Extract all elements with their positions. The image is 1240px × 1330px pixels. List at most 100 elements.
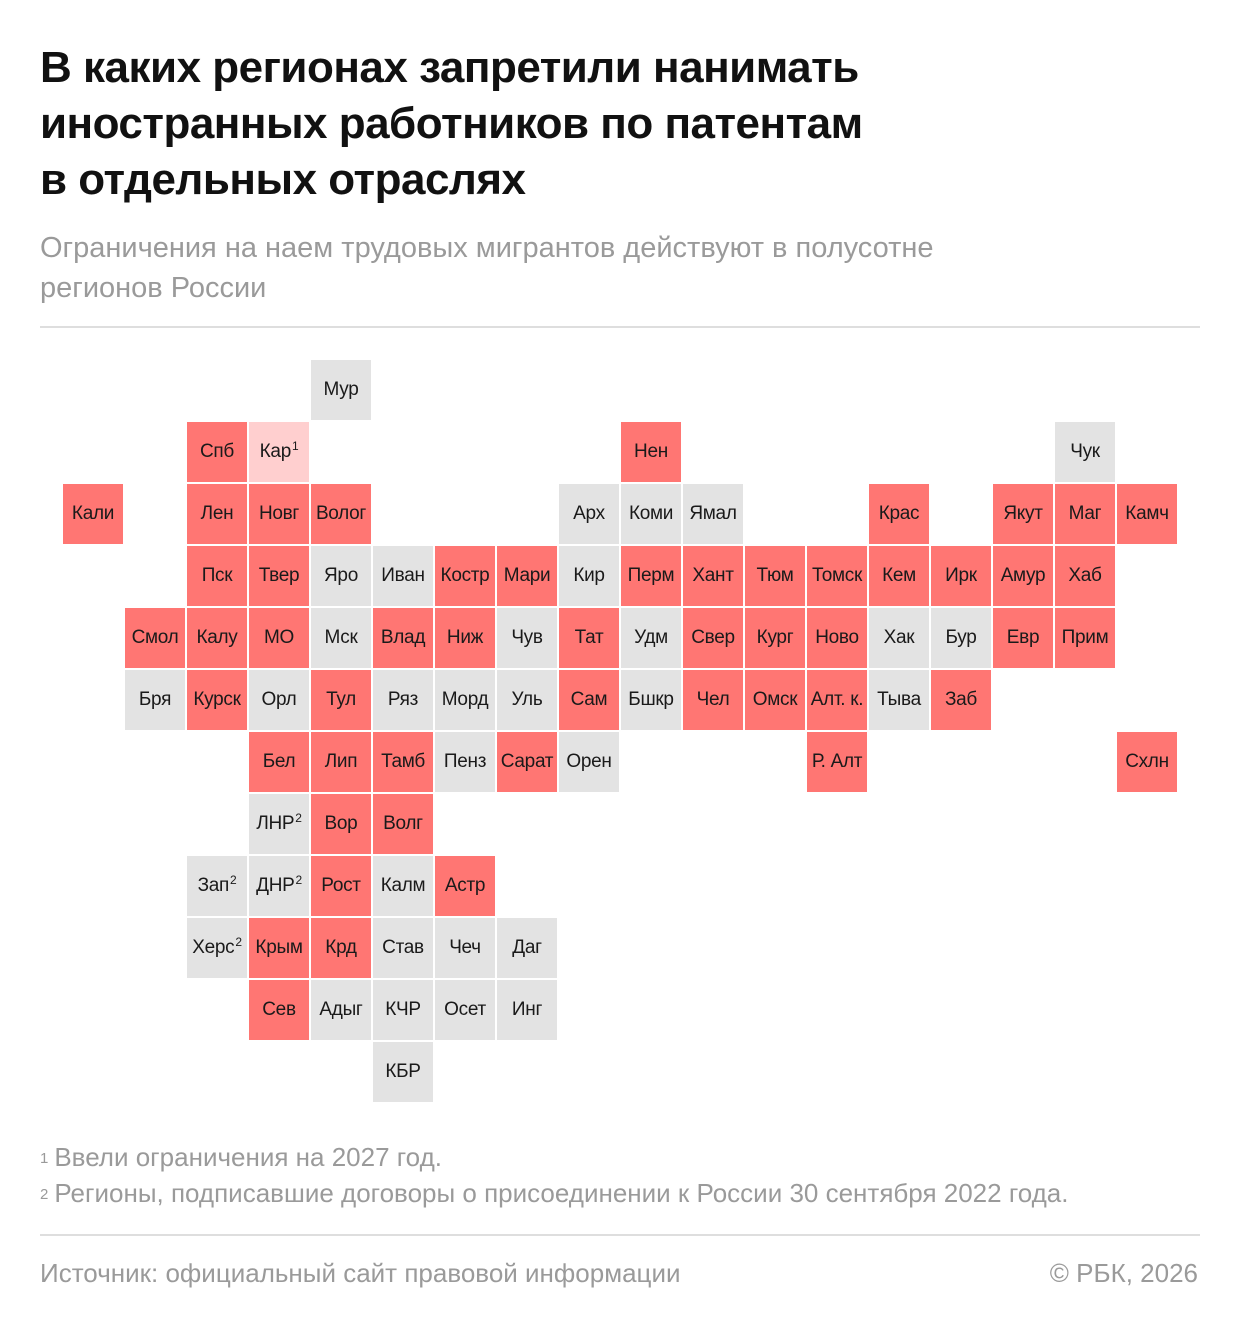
- region-label: Херс: [192, 937, 235, 958]
- region-label: Орен: [566, 751, 612, 772]
- region-label: Даг: [512, 937, 542, 958]
- region-label: Чук: [1070, 441, 1100, 462]
- region-label: Крас: [878, 503, 920, 524]
- footnote-1: 1 Ввели ограничения на 2027 год.: [40, 1140, 442, 1174]
- region-label: Тыва: [877, 689, 921, 710]
- region-tile: Нен: [621, 422, 681, 482]
- region-label: Калм: [380, 875, 426, 896]
- region-label: Кир: [573, 565, 605, 586]
- region-label: Чув: [511, 627, 543, 648]
- region-tile: Омск: [745, 670, 805, 730]
- region-label: Инг: [511, 999, 543, 1020]
- footnote-1-mark: 1: [40, 1150, 49, 1167]
- region-label: ЛНР: [256, 813, 295, 834]
- region-tile: Бур: [931, 608, 991, 668]
- region-label: Сев: [262, 999, 296, 1020]
- region-tile: Свер: [683, 608, 743, 668]
- region-tile: Тамб: [373, 732, 433, 792]
- region-label: Ново: [815, 627, 859, 648]
- region-tile: Бел: [249, 732, 309, 792]
- region-tile: Кир: [559, 546, 619, 606]
- region-label: ДНР: [256, 875, 295, 896]
- region-tile: Ямал: [683, 484, 743, 544]
- region-label: Удм: [634, 627, 668, 648]
- region-label: Влад: [380, 627, 426, 648]
- region-tile: Иван: [373, 546, 433, 606]
- region-label: Сам: [570, 689, 608, 710]
- region-label: Хант: [692, 565, 734, 586]
- region-tile: Калу: [187, 608, 247, 668]
- region-tile: Амур: [993, 546, 1053, 606]
- region-footnote-mark: 2: [235, 935, 242, 949]
- region-label: Спб: [200, 441, 234, 462]
- region-tile: Даг: [497, 918, 557, 978]
- region-label: Яро: [324, 565, 358, 586]
- region-label: Ирк: [945, 565, 977, 586]
- region-tile: Камч: [1117, 484, 1177, 544]
- region-label: Лип: [324, 751, 358, 772]
- region-tile: Став: [373, 918, 433, 978]
- region-label: Омск: [752, 689, 798, 710]
- region-tile: Сам: [559, 670, 619, 730]
- region-tile: Влад: [373, 608, 433, 668]
- region-label: Пск: [201, 565, 233, 586]
- region-label: Р. Алт: [811, 751, 863, 772]
- region-tile: Новг: [249, 484, 309, 544]
- footnote-2-text: Регионы, подписавшие договоры о присоеди…: [54, 1178, 1069, 1208]
- region-tile: Осет: [435, 980, 495, 1040]
- region-label: Осет: [444, 999, 486, 1020]
- region-footnote-mark: 1: [291, 439, 299, 453]
- region-tile: Спб: [187, 422, 247, 482]
- region-tile: Смол: [125, 608, 185, 668]
- region-label: Заб: [944, 689, 978, 710]
- region-tile: Тыва: [869, 670, 929, 730]
- region-tile: Астр: [435, 856, 495, 916]
- region-tile: Тул: [311, 670, 371, 730]
- region-label: Крым: [255, 937, 303, 958]
- region-label: Евр: [1006, 627, 1040, 648]
- copyright-label: © РБК, 2026: [1049, 1258, 1198, 1288]
- region-label: Вор: [324, 813, 358, 834]
- chart-title: В каких регионах запретили нанимать инос…: [40, 40, 1200, 208]
- region-tile: КЧР: [373, 980, 433, 1040]
- region-tile: КБР: [373, 1042, 433, 1102]
- region-label: Смол: [131, 627, 179, 648]
- region-label: Ямал: [689, 503, 737, 524]
- region-label: Зап: [197, 875, 230, 896]
- region-label: Кали: [71, 503, 115, 524]
- region-label: Тат: [574, 627, 604, 648]
- region-tile: Ниж: [435, 608, 495, 668]
- region-label: Морд: [441, 689, 489, 710]
- region-tile: Калм: [373, 856, 433, 916]
- region-tile: ДНР 2: [249, 856, 309, 916]
- region-tile: ЛНР 2: [249, 794, 309, 854]
- region-tile: Адыг: [311, 980, 371, 1040]
- region-tile: Пск: [187, 546, 247, 606]
- region-tile: Хаб: [1055, 546, 1115, 606]
- region-label: Волг: [383, 813, 423, 834]
- region-tile: Рост: [311, 856, 371, 916]
- region-tile: Вор: [311, 794, 371, 854]
- region-label: Сарат: [500, 751, 554, 772]
- region-label: МО: [263, 627, 294, 648]
- region-tile: Маг: [1055, 484, 1115, 544]
- region-tile: Зап 2: [187, 856, 247, 916]
- region-tile: Мур: [311, 360, 371, 420]
- region-tile: МО: [249, 608, 309, 668]
- region-tile: Орен: [559, 732, 619, 792]
- region-label: Бур: [945, 627, 977, 648]
- region-tile: Прим: [1055, 608, 1115, 668]
- region-label: Тул: [326, 689, 356, 710]
- region-tile: Яро: [311, 546, 371, 606]
- region-label: Амур: [1000, 565, 1046, 586]
- region-tile: Р. Алт: [807, 732, 867, 792]
- region-tile: Евр: [993, 608, 1053, 668]
- region-label: Кем: [882, 565, 916, 586]
- region-tile: Кали: [63, 484, 123, 544]
- region-label: Чеч: [449, 937, 481, 958]
- region-footnote-mark: 2: [295, 811, 302, 825]
- subtitle-line-2: регионов России: [40, 272, 267, 304]
- region-label: Тюм: [756, 565, 794, 586]
- region-label: Иван: [381, 565, 425, 586]
- region-label: Свер: [691, 627, 735, 648]
